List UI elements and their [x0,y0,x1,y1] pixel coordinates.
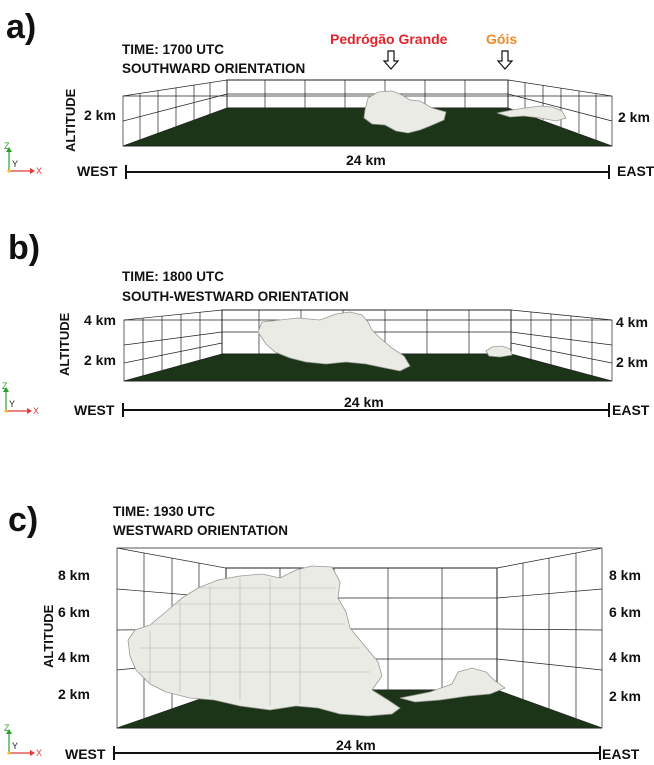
panel-b-axis-z: Z [2,381,8,391]
panel-c-altitude-title: ALTITUDE [41,604,56,668]
panel-c-tick-left-4km: 4 km [58,649,90,665]
panel-a-tick-right-2km: 2 km [618,109,650,125]
panel-a-orientation: SOUTHWARD ORIENTATION [122,61,306,76]
panel-a-arrow-gois [496,50,514,70]
panel-b-west: WEST [74,402,115,418]
panel-a-axis-z: Z [4,141,10,151]
panel-c-tick-right-4km: 4 km [609,649,641,665]
panel-c-tick-right-6km: 6 km [609,604,641,620]
panel-b-tick-left-2km: 2 km [84,352,116,368]
panel-b-cloud-main [257,311,411,372]
panel-b-orientation: SOUTH-WESTWARD ORIENTATION [122,289,349,304]
panel-c-cloud-small [399,667,506,703]
panel-c-tick-right-8km: 8 km [609,567,641,583]
panel-c-axis-y: Y [12,741,19,751]
panel-b-box [122,309,613,417]
panel-b-tick-right-4km: 4 km [616,314,648,330]
panel-c-cloud-texture [140,570,370,706]
panel-b-axis-x: X [33,406,40,416]
panel-b-east: EAST [612,402,650,418]
panel-a-distance: 24 km [346,152,386,168]
panel-a-altitude-title: ALTITUDE [63,88,78,152]
panel-c-letter: c) [8,501,39,539]
panel-c-tick-left-2km: 2 km [58,686,90,702]
panel-a-west: WEST [77,163,118,179]
panel-a-box [122,50,613,179]
panel-a-east: EAST [617,163,654,179]
panel-b-tick-right-2km: 2 km [616,354,648,370]
panel-b-axis-y: Y [9,399,16,409]
panel-c-axis-x: X [36,748,43,758]
panel-b-ground [124,354,612,381]
axis-indicator-b [3,387,32,414]
panel-a-cloud-pedrogao [363,90,447,134]
panel-c-time: TIME: 1930 UTC [113,504,216,519]
marker-label-gois: Góis [486,31,518,47]
panel-a-axis-y: Y [12,159,19,169]
marker-label-pedrogao: Pedrógão Grande [330,31,448,47]
panel-b-altitude-title: ALTITUDE [57,312,72,376]
panel-b-tick-left-4km: 4 km [84,312,116,328]
panel-c-axis-z: Z [4,723,10,733]
panel-c-tick-left-8km: 8 km [58,567,90,583]
panel-c-tick-left-6km: 6 km [58,604,90,620]
panel-c-orientation: WESTWARD ORIENTATION [113,523,288,538]
panel-a-tick-left-2km: 2 km [84,107,116,123]
panel-b-time: TIME: 1800 UTC [122,269,225,284]
panel-a-ground [123,108,612,146]
panel-c-cloud-main [127,565,401,717]
panel-c-distance: 24 km [336,737,376,753]
panel-b-distance: 24 km [344,394,384,410]
panel-c-box [113,547,603,760]
panel-a-time: TIME: 1700 UTC [122,42,225,57]
axis-indicator-a [6,147,35,174]
panel-a-axis-x: X [36,166,43,176]
panel-a-cloud-gois [496,105,567,122]
panel-b-letter: b) [8,229,41,267]
panel-c-east: EAST [602,746,640,762]
panel-c-tick-right-2km: 2 km [609,688,641,704]
panel-a-letter: a) [6,8,37,46]
panel-c-west: WEST [65,746,106,762]
axis-indicator-c [6,729,35,756]
panel-a-arrow-pedrogao [382,50,400,70]
panel-b-cloud-small [485,345,513,358]
